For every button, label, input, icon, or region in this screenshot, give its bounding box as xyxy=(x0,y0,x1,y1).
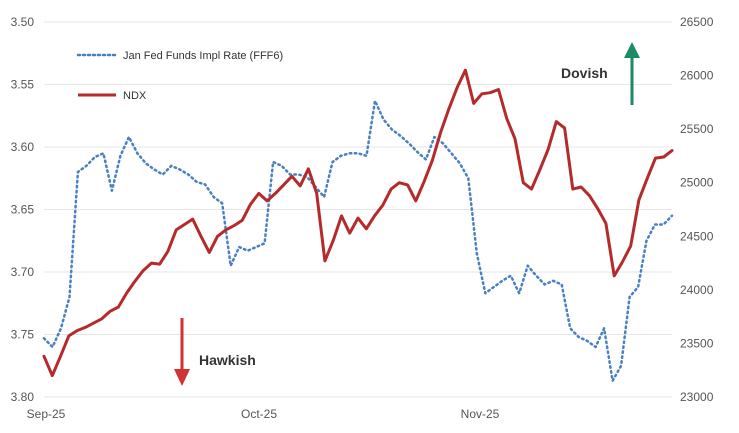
down-arrow-icon xyxy=(174,318,190,386)
right-tick-label: 25000 xyxy=(680,176,714,190)
left-tick-label: 3.65 xyxy=(11,203,35,217)
legend-label-fed-funds: Jan Fed Funds Impl Rate (FFF6) xyxy=(123,50,283,62)
gridlines xyxy=(44,21,672,398)
right-tick-label: 24000 xyxy=(680,283,714,297)
hawkish-annotation: Hawkish xyxy=(174,318,256,386)
left-tick-label: 3.55 xyxy=(11,78,35,92)
left-tick-label: 3.50 xyxy=(11,15,35,29)
right-axis-ticks: 26500 26000 25500 25000 24500 24000 23500 23000 xyxy=(680,15,714,404)
dovish-annotation: Dovish xyxy=(561,42,640,105)
fed-funds-series-line xyxy=(42,99,674,383)
left-tick-label: 3.60 xyxy=(11,140,35,154)
right-tick-label: 26000 xyxy=(680,69,714,83)
up-arrow-icon xyxy=(624,42,640,105)
series-layer xyxy=(42,68,674,383)
legend-label-ndx: NDX xyxy=(123,90,147,102)
x-tick-label: Sep-25 xyxy=(27,407,66,421)
right-tick-label: 25500 xyxy=(680,122,714,136)
right-tick-label: 24500 xyxy=(680,229,714,243)
left-tick-label: 3.70 xyxy=(11,265,35,279)
legend: Jan Fed Funds Impl Rate (FFF6) NDX xyxy=(76,50,283,102)
left-tick-label: 3.80 xyxy=(11,390,35,404)
right-tick-label: 26500 xyxy=(680,15,714,29)
dovish-label: Dovish xyxy=(561,65,608,81)
left-tick-label: 3.75 xyxy=(11,328,35,342)
x-tick-label: Nov-25 xyxy=(461,407,500,421)
right-tick-label: 23000 xyxy=(680,390,714,404)
ndx-series-line xyxy=(42,68,674,378)
right-tick-label: 23500 xyxy=(680,336,714,350)
hawkish-label: Hawkish xyxy=(199,352,256,368)
x-tick-label: Oct-25 xyxy=(241,407,277,421)
left-axis-ticks: 3.50 3.55 3.60 3.65 3.70 3.75 3.80 xyxy=(11,15,35,404)
x-axis-ticks: Sep-25 Oct-25 Nov-25 xyxy=(27,407,500,421)
